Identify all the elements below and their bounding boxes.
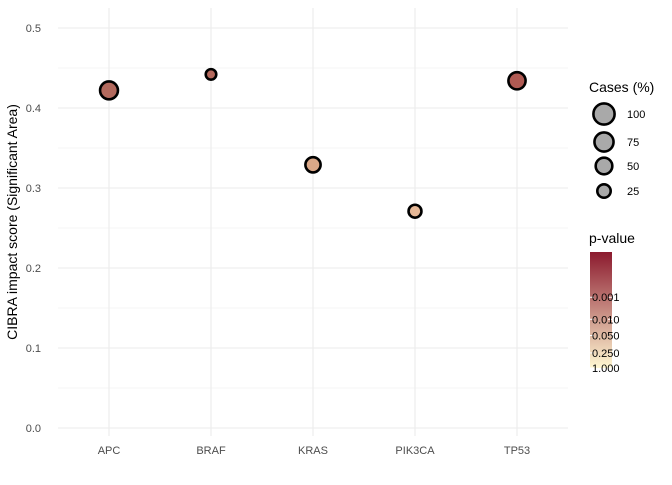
size-legend-key xyxy=(593,131,615,153)
size-legend-key xyxy=(594,156,614,176)
size-legend-label: 25 xyxy=(627,186,639,198)
plot-grid xyxy=(58,8,568,436)
x-axis-ticks: APC BRAF KRAS PIK3CA TP53 xyxy=(98,445,530,457)
data-point-kras xyxy=(304,155,322,174)
color-legend-label: 1.000 xyxy=(592,363,620,375)
data-point-apc xyxy=(98,80,120,101)
color-legend-bar xyxy=(590,252,612,368)
x-tick-label: TP53 xyxy=(504,445,530,457)
size-legend-key xyxy=(595,183,612,200)
y-axis-title: CIBRA impact score (Significant Area) xyxy=(4,104,20,340)
size-legend-label: 75 xyxy=(627,137,639,149)
data-point-tp53 xyxy=(507,70,527,91)
x-tick-label: PIK3CA xyxy=(395,445,435,457)
x-tick-label: KRAS xyxy=(298,445,328,457)
color-legend-label: 0.001 xyxy=(592,292,620,304)
data-point-braf xyxy=(204,67,218,81)
x-tick-label: APC xyxy=(98,445,121,457)
color-legend-title: p-value xyxy=(589,230,635,246)
size-legend: Cases (%) 100 75 50 25 xyxy=(589,79,654,200)
color-legend-label: 0.250 xyxy=(592,348,620,360)
size-legend-label: 50 xyxy=(627,161,639,173)
x-tick-label: BRAF xyxy=(196,445,226,457)
color-legend: p-value 0.001 0.010 0.050 0.250 1.000 xyxy=(589,230,635,375)
y-tick-label: 0.0 xyxy=(26,423,41,435)
y-tick-label: 0.1 xyxy=(26,343,41,355)
y-tick-label: 0.2 xyxy=(26,263,41,275)
color-legend-label: 0.050 xyxy=(592,331,620,343)
size-legend-label: 100 xyxy=(627,109,645,121)
data-points xyxy=(98,67,527,219)
size-legend-key xyxy=(592,102,616,126)
size-legend-title: Cases (%) xyxy=(589,79,654,95)
y-tick-label: 0.3 xyxy=(26,183,41,195)
y-tick-label: 0.5 xyxy=(26,23,41,35)
data-point-pik3ca xyxy=(407,203,423,219)
y-axis-ticks: 0.0 0.1 0.2 0.3 0.4 0.5 xyxy=(26,23,41,435)
y-tick-label: 0.4 xyxy=(26,103,41,115)
color-legend-label: 0.010 xyxy=(592,314,620,326)
